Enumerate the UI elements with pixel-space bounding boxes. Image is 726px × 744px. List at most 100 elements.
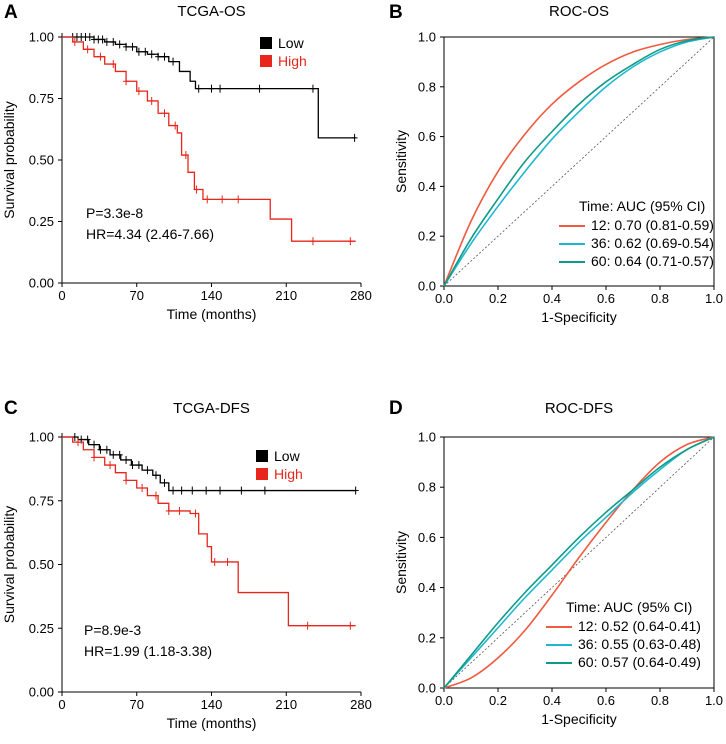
- legend-swatch-low: [256, 450, 268, 462]
- x-tick-label: 210: [275, 697, 297, 712]
- x-tick-label: 280: [350, 697, 372, 712]
- reference-diagonal: [443, 36, 715, 287]
- roc-curve: [443, 436, 715, 689]
- x-axis-label: Time (months): [167, 715, 257, 731]
- roc-curve: [443, 436, 715, 689]
- x-tick-label: 0.4: [543, 291, 561, 306]
- x-tick-label: 1.0: [705, 291, 723, 306]
- panel-d: D ROC-DFS 0.0 0.2 0.4 0.6 0.8 1.0 0.0 0.2 0.4 0.6 0.…: [389, 398, 723, 727]
- y-tick-label: 0.2: [418, 630, 436, 645]
- p-value: P=8.9e-3: [84, 622, 141, 638]
- y-tick-label: 1.0: [418, 30, 436, 45]
- legend-label-low: Low: [278, 35, 305, 51]
- x-tick-label: 0.6: [597, 291, 615, 306]
- x-axis-label: Time (months): [167, 306, 257, 322]
- y-axis-label: Survival probability: [1, 101, 17, 219]
- hazard-ratio: HR=4.34 (2.46-7.66): [86, 226, 214, 242]
- legend-swatch-high: [256, 468, 268, 480]
- p-value: P=3.3e-8: [86, 205, 143, 221]
- y-tick-label: 0.6: [418, 129, 436, 144]
- y-tick-label: 0.50: [29, 153, 54, 168]
- roc-curve: [443, 36, 715, 287]
- y-axis-label: Sensitivity: [393, 531, 409, 594]
- x-tick-label: 280: [350, 288, 372, 303]
- x-axis-label: 1-Specificity: [541, 711, 616, 727]
- series-36: [443, 436, 715, 689]
- y-tick-label: 0.8: [418, 79, 436, 94]
- x-axis-label: 1-Specificity: [541, 309, 616, 325]
- series-low: [62, 433, 359, 495]
- y-axis-label: Survival probability: [1, 506, 17, 624]
- y-tick-label: 1.00: [29, 430, 54, 445]
- survival-curve: [62, 436, 356, 627]
- series-60: [443, 436, 715, 689]
- chart-title: ROC-OS: [549, 3, 609, 20]
- series-12: [443, 36, 715, 287]
- x-tick-label: 70: [130, 288, 144, 303]
- x-tick-label: 0.0: [435, 693, 453, 708]
- panel-label: D: [389, 398, 403, 419]
- y-tick-label: 0.2: [418, 229, 436, 244]
- panel-b: B ROC-OS 0.0 0.2 0.4 0.6 0.8 1.0 0.0 0.2 0.4 0.6 0.8…: [389, 2, 723, 325]
- legend-label: 12: 0.52 (0.64-0.41): [578, 618, 701, 634]
- legend-label: 12: 0.70 (0.81-0.59): [591, 217, 714, 233]
- y-tick-label: 0.50: [29, 557, 54, 572]
- legend-title: Time: AUC (95% CI): [579, 198, 705, 214]
- panel-c: C TCGA-DFS 0 70 140 210 280 0.00 0.25 0.50 0.75 1.0…: [1, 398, 372, 731]
- legend-swatch-high: [260, 55, 272, 67]
- y-tick-label: 0.25: [29, 621, 54, 636]
- panel-label: C: [4, 398, 18, 419]
- panel-label: B: [389, 2, 403, 23]
- x-tick-label: 140: [201, 697, 223, 712]
- y-tick-label: 1.0: [418, 430, 436, 445]
- hazard-ratio: HR=1.99 (1.18-3.38): [84, 643, 212, 659]
- y-tick-label: 0.0: [418, 279, 436, 294]
- x-tick-label: 210: [275, 288, 297, 303]
- y-tick-label: 0.4: [418, 580, 436, 595]
- legend-label: 36: 0.62 (0.69-0.54): [591, 235, 714, 251]
- x-tick-label: 0.0: [435, 291, 453, 306]
- y-tick-label: 0.6: [418, 530, 436, 545]
- x-tick-label: 0.2: [489, 291, 507, 306]
- series-high: [62, 36, 356, 246]
- legend-label-high: High: [274, 466, 303, 482]
- y-tick-label: 0.0: [418, 681, 436, 696]
- y-tick-label: 0.4: [418, 179, 436, 194]
- panel-a: A TCGA-OS 0 70 140 210 280 0.00 0.25 0.50 0.75 1.00…: [1, 2, 372, 322]
- y-tick-label: 0.25: [29, 214, 54, 229]
- series-low: [62, 33, 358, 142]
- chart-title: ROC-DFS: [545, 400, 613, 417]
- y-tick-label: 0.00: [29, 276, 54, 291]
- legend-label: 60: 0.57 (0.64-0.49): [578, 654, 701, 670]
- roc-curve: [443, 36, 715, 287]
- series-12: [443, 436, 715, 689]
- x-tick-label: 1.0: [705, 693, 723, 708]
- survival-curve: [62, 36, 356, 139]
- x-tick-label: 0.4: [543, 693, 561, 708]
- y-tick-label: 0.8: [418, 480, 436, 495]
- y-axis-label: Sensitivity: [393, 130, 409, 193]
- series-36: [443, 36, 715, 287]
- survival-curve: [62, 436, 356, 492]
- roc-curve: [443, 436, 715, 689]
- series-high: [62, 436, 356, 630]
- x-tick-label: 0.8: [651, 291, 669, 306]
- roc-curve: [443, 36, 715, 287]
- x-tick-label: 0.8: [651, 693, 669, 708]
- chart-title: TCGA-OS: [177, 3, 245, 20]
- legend-label-high: High: [278, 53, 307, 69]
- legend-label-low: Low: [274, 448, 301, 464]
- panel-label: A: [4, 2, 18, 23]
- legend-swatch-low: [260, 37, 272, 49]
- x-tick-label: 0: [58, 288, 65, 303]
- y-tick-label: 0.75: [29, 493, 54, 508]
- legend-title: Time: AUC (95% CI): [566, 599, 692, 615]
- reference-diagonal: [443, 436, 715, 689]
- x-tick-label: 0.2: [489, 693, 507, 708]
- y-tick-label: 1.00: [29, 30, 54, 45]
- chart-title: TCGA-DFS: [173, 400, 250, 417]
- x-tick-label: 0.6: [597, 693, 615, 708]
- legend-label: 60: 0.64 (0.71-0.57): [591, 253, 714, 269]
- x-tick-label: 70: [130, 697, 144, 712]
